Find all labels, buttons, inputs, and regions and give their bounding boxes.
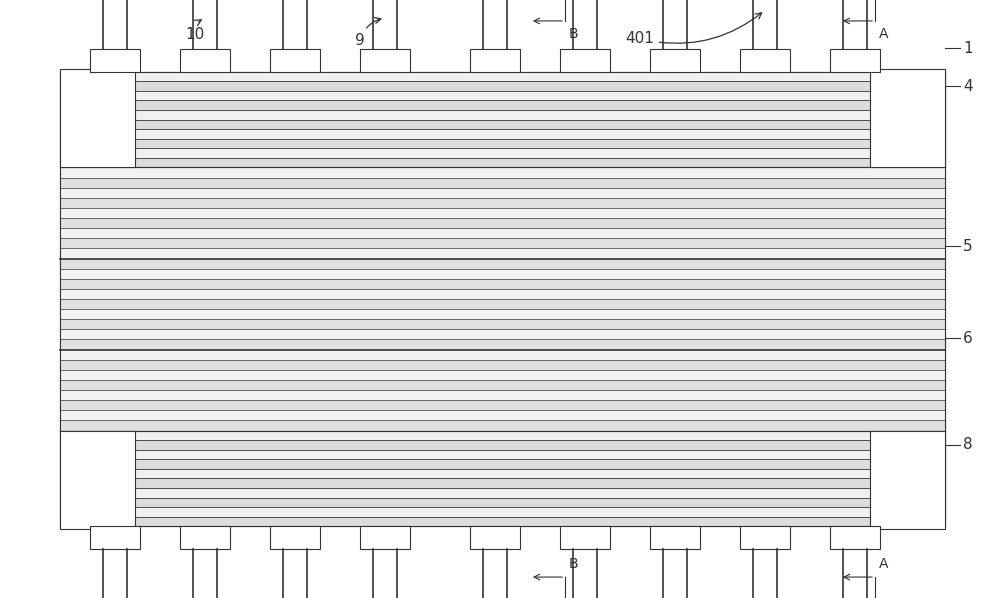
Bar <box>830 526 880 549</box>
Text: 4: 4 <box>963 78 973 94</box>
Bar <box>60 178 945 188</box>
Bar <box>60 360 945 370</box>
Bar <box>60 431 945 440</box>
Bar <box>90 49 140 72</box>
Bar <box>60 198 945 208</box>
Bar <box>650 526 700 549</box>
Bar <box>270 49 320 72</box>
Bar <box>60 139 945 148</box>
Bar <box>60 459 945 469</box>
Bar <box>60 228 945 238</box>
Bar <box>650 49 700 72</box>
Bar <box>60 289 945 299</box>
Bar <box>360 49 410 72</box>
Bar <box>60 208 945 218</box>
Bar <box>60 69 135 167</box>
Bar <box>360 526 410 549</box>
Bar <box>60 167 945 178</box>
Bar <box>60 431 945 526</box>
Bar <box>60 370 945 380</box>
Bar <box>60 400 945 410</box>
Bar <box>60 390 945 400</box>
Bar <box>830 49 880 72</box>
Text: 1: 1 <box>963 41 973 56</box>
Text: B: B <box>569 557 579 571</box>
Bar <box>60 517 945 526</box>
Bar <box>60 431 135 529</box>
Bar <box>60 129 945 139</box>
Bar <box>60 269 945 279</box>
Bar <box>60 81 945 91</box>
Bar <box>60 110 945 120</box>
Text: 5: 5 <box>963 239 973 254</box>
Bar <box>60 450 945 459</box>
Text: A: A <box>879 27 889 41</box>
Bar <box>60 279 945 289</box>
Bar <box>60 72 945 167</box>
Bar <box>60 100 945 110</box>
Bar <box>60 188 945 198</box>
Bar <box>60 238 945 248</box>
Bar <box>60 158 945 167</box>
Bar <box>60 167 945 431</box>
Bar <box>60 299 945 309</box>
Text: 9: 9 <box>355 17 381 48</box>
Bar <box>60 478 945 488</box>
Bar <box>740 49 790 72</box>
Bar <box>60 410 945 420</box>
Bar <box>60 258 945 269</box>
Bar <box>560 526 610 549</box>
Bar <box>60 350 945 360</box>
Bar <box>60 469 945 478</box>
Bar <box>60 218 945 228</box>
Bar <box>870 431 945 529</box>
Bar <box>60 148 945 158</box>
Bar <box>60 319 945 329</box>
Text: A: A <box>879 557 889 571</box>
Bar <box>560 49 610 72</box>
Bar <box>60 309 945 319</box>
Bar <box>60 248 945 258</box>
Bar <box>60 340 945 350</box>
Bar <box>60 380 945 390</box>
Bar <box>270 526 320 549</box>
Bar <box>60 329 945 340</box>
Text: 401: 401 <box>625 13 762 46</box>
Bar <box>60 507 945 517</box>
Bar <box>60 120 945 129</box>
Bar <box>180 49 230 72</box>
Text: 8: 8 <box>963 437 973 453</box>
Text: 6: 6 <box>963 331 973 346</box>
Bar <box>870 69 945 167</box>
Bar <box>740 526 790 549</box>
Bar <box>90 526 140 549</box>
Bar <box>60 91 945 100</box>
Bar <box>470 49 520 72</box>
Bar <box>180 526 230 549</box>
Bar <box>60 498 945 507</box>
Bar <box>60 440 945 450</box>
Bar <box>60 488 945 498</box>
Text: B: B <box>569 27 579 41</box>
Bar <box>60 420 945 431</box>
Text: 10: 10 <box>185 20 204 42</box>
Bar <box>470 526 520 549</box>
Bar <box>60 72 945 81</box>
